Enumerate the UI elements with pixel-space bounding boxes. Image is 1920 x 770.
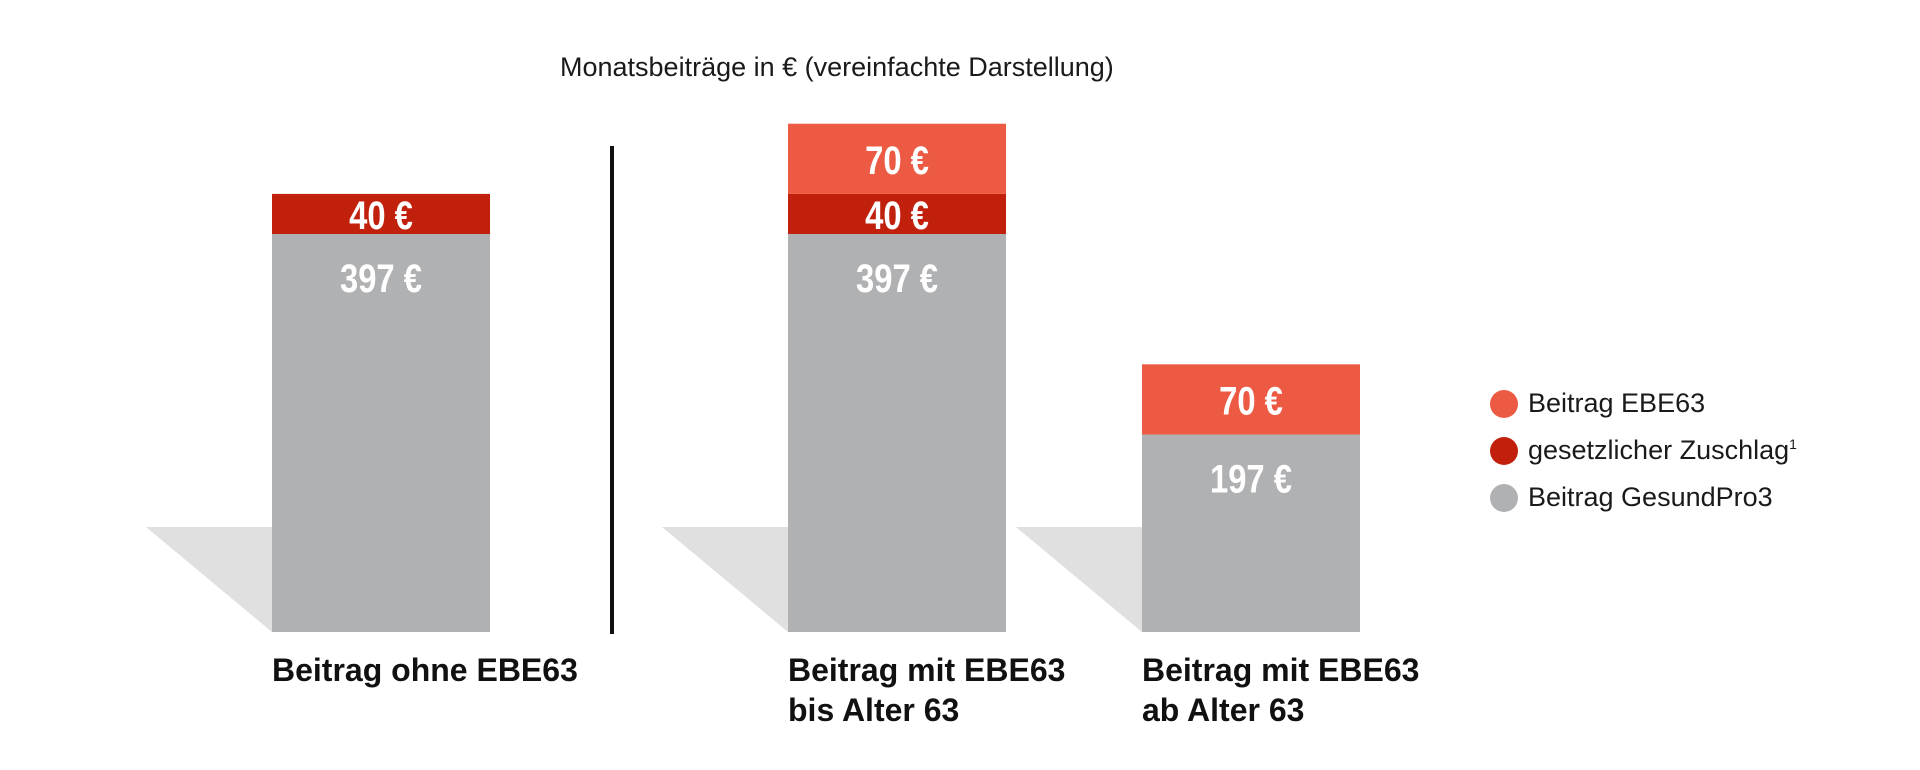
category-label-bis-63: Beitrag mit EBE63 bis Alter 63	[788, 650, 1065, 730]
bar-segment	[272, 193, 490, 234]
bar-segment	[788, 193, 1006, 234]
bar-segment	[788, 234, 1006, 632]
category-label-line: ab Alter 63	[1142, 692, 1305, 728]
bar-segment	[1142, 434, 1360, 632]
chart-subtitle: Monatsbeiträge in € (vereinfachte Darste…	[560, 52, 1114, 82]
bar-shadow	[1016, 527, 1142, 632]
bar-value-label: 40 €	[349, 193, 413, 238]
category-label-line: Beitrag mit EBE63	[788, 652, 1066, 688]
bar-value-label: 197 €	[1210, 456, 1292, 501]
legend-item-gesundpro3: Beitrag GesundPro3	[1490, 474, 1797, 521]
category-label-ohne: Beitrag ohne EBE63	[272, 650, 578, 690]
bar-value-label: 397 €	[856, 256, 938, 301]
bar-segment	[788, 123, 1006, 194]
bar-shadow	[662, 527, 788, 632]
bar-value-label: 70 €	[865, 138, 929, 183]
bar-shadow	[146, 527, 272, 632]
legend-label: Beitrag EBE63	[1528, 388, 1706, 418]
bar-segment	[1142, 364, 1360, 435]
footnote-marker: 1	[1789, 436, 1797, 452]
legend: Beitrag EBE63 gesetzlicher Zuschlag1 Bei…	[1490, 380, 1797, 521]
category-label-line: Beitrag mit EBE63	[1142, 652, 1420, 688]
bar-value-label: 70 €	[1219, 378, 1283, 423]
legend-label: Beitrag GesundPro3	[1528, 482, 1773, 512]
legend-item-ebe63: Beitrag EBE63	[1490, 380, 1797, 427]
legend-item-zuschlag: gesetzlicher Zuschlag1	[1490, 427, 1797, 474]
legend-label: gesetzlicher Zuschlag1	[1528, 435, 1797, 465]
legend-swatch	[1490, 436, 1518, 465]
legend-swatch	[1490, 389, 1518, 418]
category-label-line: Beitrag ohne EBE63	[272, 652, 578, 688]
bar-value-label: 397 €	[340, 256, 422, 301]
category-label-ab-63: Beitrag mit EBE63 ab Alter 63	[1142, 650, 1419, 730]
bar-segment	[272, 234, 490, 632]
legend-swatch	[1490, 483, 1518, 512]
category-label-line: bis Alter 63	[788, 692, 960, 728]
bar-value-label: 40 €	[865, 193, 929, 238]
